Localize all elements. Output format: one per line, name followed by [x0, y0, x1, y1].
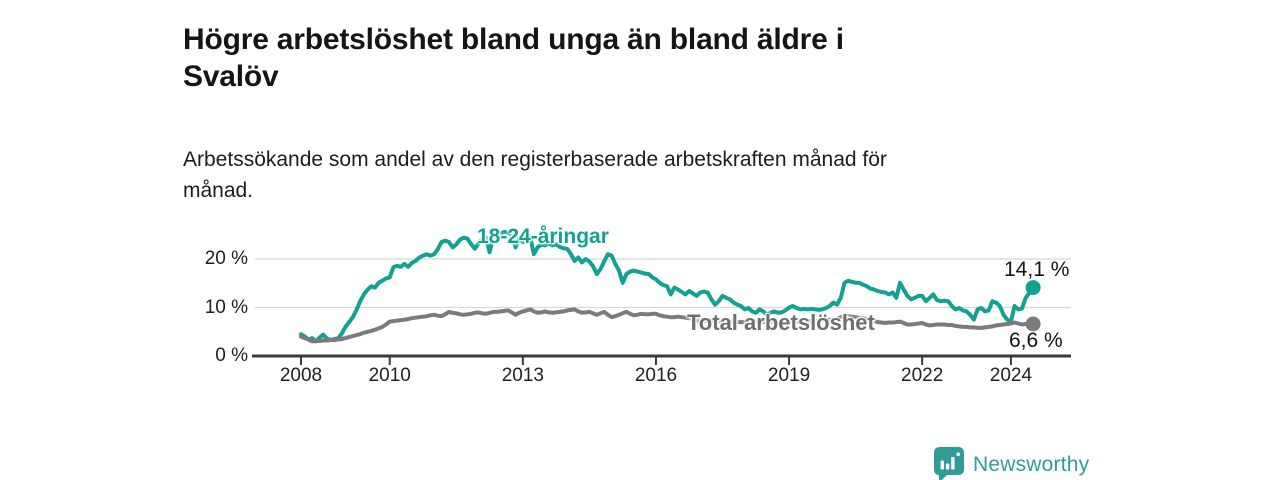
- x-tick-label-2008: 2008: [279, 365, 323, 386]
- end-value-label-total: 6,6 %: [1009, 329, 1063, 352]
- series-label-total: Total arbetslöshet: [687, 310, 875, 335]
- y-tick-label-0: 0 %: [215, 345, 248, 366]
- series-line-1: [299, 307, 1036, 344]
- subtitle-line-1: Arbetssökande som andel av den registerb…: [183, 148, 887, 171]
- series-end-dot-0: [1025, 280, 1041, 296]
- x-tick-label-2024: 2024: [989, 365, 1033, 386]
- y-tick-label-10: 10 %: [204, 296, 248, 318]
- y-tick-label-20: 20 %: [204, 248, 248, 269]
- x-tick-label-2016: 2016: [634, 365, 678, 386]
- x-tick-label-2013: 2013: [501, 365, 544, 386]
- series-line-0: [299, 229, 1036, 344]
- newsworthy-bubble-chart-icon: [934, 447, 964, 480]
- chart-subtitle: Arbetssökande som andel av den registerb…: [183, 144, 1063, 206]
- series-end-dot-1: [1025, 316, 1041, 332]
- x-tick-label-2010: 2010: [368, 365, 411, 386]
- series-label-young: 18-24-åringar: [477, 225, 609, 248]
- subtitle-line-2: månad.: [183, 179, 254, 202]
- title-line-2: Svalöv: [183, 60, 279, 94]
- x-tick-label-2022: 2022: [901, 365, 944, 386]
- end-value-label-young: 14,1 %: [1004, 258, 1070, 281]
- title-line-1: Högre arbetslöshet bland unga än bland ä…: [183, 23, 844, 57]
- newsworthy-logo-text: Newsworthy: [973, 453, 1090, 476]
- page-title: Högre arbetslöshet bland unga än bland ä…: [183, 21, 1043, 95]
- x-tick-label-2019: 2019: [767, 365, 811, 386]
- newsworthy-logo: Newsworthy: [934, 447, 1089, 480]
